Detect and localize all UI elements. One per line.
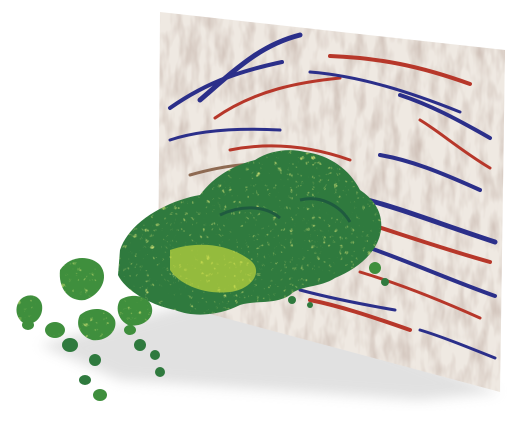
geobody-3d — [16, 150, 389, 401]
ground-shadow — [40, 290, 500, 400]
geobody-main-mass — [118, 150, 382, 315]
geobody-fragments — [16, 258, 389, 401]
